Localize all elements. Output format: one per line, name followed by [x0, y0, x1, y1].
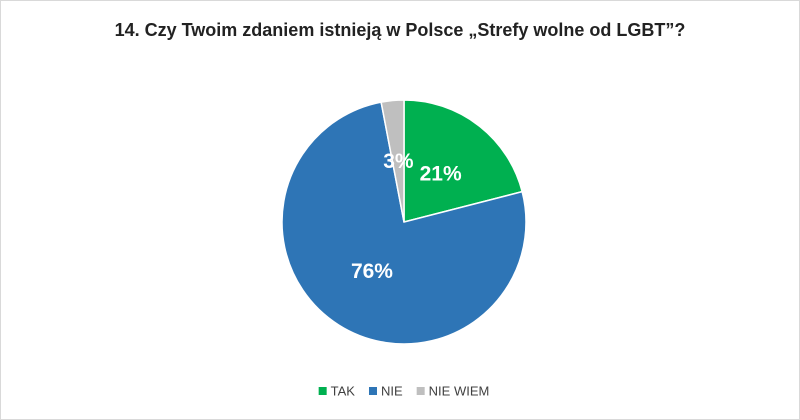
- data-label: 3%: [383, 150, 414, 173]
- legend-label: NIE: [381, 383, 403, 398]
- legend-swatch: [318, 387, 327, 395]
- pie-slice: [281, 101, 527, 345]
- legend-label: TAK: [331, 383, 356, 398]
- chart-title: 14. Czy Twoim zdaniem istnieją w Polsce …: [115, 20, 686, 40]
- data-label: 76%: [351, 260, 393, 283]
- legend-label: NIE WIEM: [429, 383, 490, 398]
- data-label: 21%: [420, 162, 462, 185]
- pie-slice: [380, 99, 405, 223]
- legend-swatch: [416, 387, 425, 395]
- pie-slice: [403, 99, 524, 223]
- legend-swatch: [368, 387, 377, 395]
